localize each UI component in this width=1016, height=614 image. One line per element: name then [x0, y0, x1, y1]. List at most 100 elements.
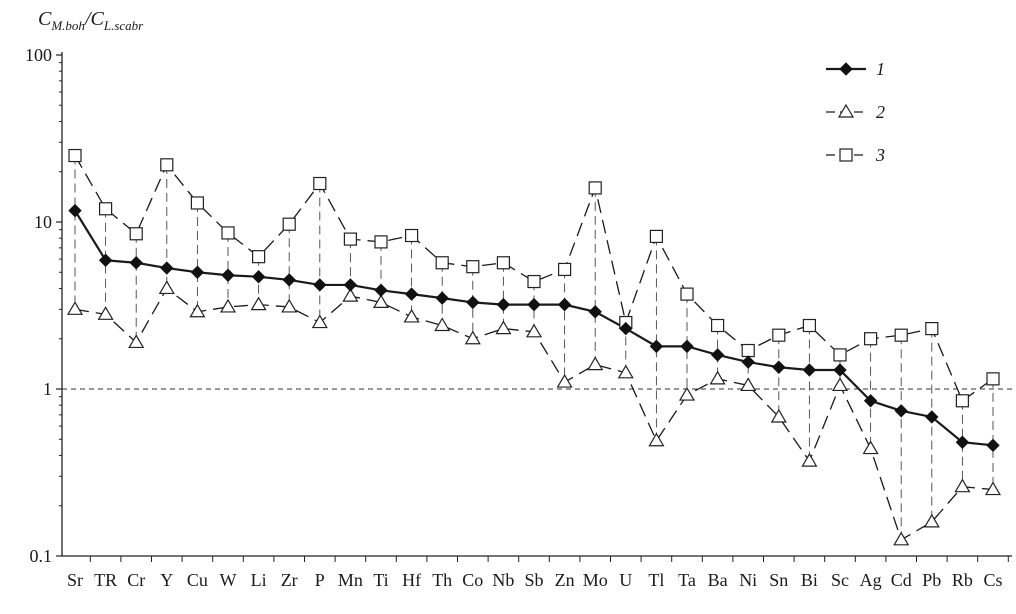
- series-3-point: [925, 321, 939, 336]
- series-1-point: [680, 339, 694, 354]
- series-2-point: [984, 481, 1002, 496]
- series-2-point: [66, 301, 84, 315]
- x-tick-label: Ta: [678, 570, 696, 590]
- series-1-point: [772, 360, 786, 374]
- x-tick-label: Tl: [648, 570, 664, 590]
- y-title-sep: /: [84, 8, 91, 30]
- series-3-point: [282, 217, 296, 231]
- x-tick-label: Nb: [492, 570, 514, 590]
- x-tick-label: Y: [160, 570, 173, 590]
- series-1-point: [588, 305, 602, 319]
- y-title-den-sub: L.scabr: [103, 18, 144, 33]
- legend-label-1: 1: [876, 59, 885, 79]
- x-tick-label: Cr: [127, 570, 145, 590]
- series-3-point: [986, 372, 1000, 386]
- series-1-point: [313, 278, 327, 292]
- series-1-point: [282, 273, 296, 287]
- series-2-point: [587, 356, 604, 371]
- y-tick-label: 10: [34, 212, 52, 232]
- x-tick-label: Ag: [860, 570, 882, 590]
- legend-label-2: 2: [876, 102, 885, 122]
- x-tick-label: Sc: [831, 570, 849, 590]
- x-tick-label: Mo: [583, 570, 608, 590]
- series-1-point: [557, 297, 572, 312]
- series-1-point: [68, 203, 82, 218]
- series-3-point: [649, 229, 664, 243]
- x-tick-label: Li: [251, 570, 267, 590]
- series-2-point: [128, 334, 145, 349]
- series-3-point: [772, 328, 786, 342]
- series-3-point: [98, 202, 113, 216]
- series-1-point: [986, 438, 1000, 453]
- y-axis-title: CM.boh/CL.scabr: [38, 8, 143, 34]
- series-3-point: [435, 256, 449, 270]
- series-1-point: [649, 339, 664, 354]
- series-3-point: [160, 158, 174, 172]
- series-3-point: [527, 274, 541, 289]
- series-2-point: [311, 314, 328, 329]
- series-1-point: [710, 348, 725, 362]
- series-1-point: [802, 363, 817, 377]
- series-3-point: [68, 148, 82, 163]
- series-2-point: [923, 513, 940, 528]
- x-tick-label: Ba: [708, 570, 728, 590]
- y-title-den-base: C: [90, 8, 104, 30]
- series-3-point: [343, 232, 357, 246]
- series-3-point: [863, 332, 878, 346]
- series-2-point: [97, 306, 114, 320]
- x-tick-label: W: [220, 570, 237, 590]
- series-3-point: [129, 227, 143, 241]
- legend-marker-3: [839, 148, 853, 162]
- y-title-num-base: C: [38, 8, 52, 30]
- series-2-point: [801, 452, 818, 467]
- y-tick-label: 0.1: [30, 546, 53, 566]
- x-tick-label: Sn: [769, 570, 788, 590]
- series-2-point: [464, 330, 481, 345]
- series-2-point: [495, 320, 512, 335]
- series-1-point: [925, 410, 939, 424]
- series-3-point: [252, 250, 266, 264]
- series-3-point: [833, 348, 847, 362]
- series-3-point: [374, 235, 388, 249]
- series-3-point: [557, 262, 572, 277]
- series-3-point: [496, 256, 510, 270]
- series-1-point: [619, 321, 633, 336]
- x-tick-label: U: [619, 570, 632, 590]
- series-1-point: [955, 435, 970, 449]
- x-tick-label: Rb: [952, 570, 973, 590]
- series-1-point: [894, 404, 908, 418]
- x-tick-label: Ti: [373, 570, 388, 590]
- series-2-point: [709, 370, 726, 385]
- series-2-point: [648, 432, 665, 447]
- series-3-point: [955, 394, 970, 408]
- series-2-point: [893, 531, 910, 546]
- series-1-point: [343, 278, 358, 292]
- series-3-point: [802, 318, 817, 333]
- y-tick-label: 100: [25, 45, 52, 65]
- series-3-point: [710, 318, 725, 333]
- x-tick-label: Pb: [922, 570, 941, 590]
- x-tick-label: TR: [94, 570, 117, 590]
- series-1-point: [190, 265, 205, 279]
- series-3-point: [680, 287, 694, 301]
- x-tick-label: Sb: [524, 570, 543, 590]
- series-3-point: [466, 260, 480, 274]
- series-2-point: [403, 308, 420, 323]
- series-3-point: [313, 176, 327, 191]
- x-tick-label: Cd: [891, 570, 912, 590]
- series-3-point: [588, 181, 602, 195]
- legend-marker-1: [839, 62, 853, 76]
- series-2-point: [281, 298, 298, 313]
- x-tick-label: Hf: [402, 570, 421, 590]
- x-tick-label: Cu: [187, 570, 208, 590]
- series-1-point: [863, 394, 878, 408]
- series-2-point: [372, 294, 390, 309]
- series-2-point: [189, 303, 206, 318]
- x-tick-label: Zn: [555, 570, 575, 590]
- series-1-point: [741, 355, 755, 369]
- legend-label-3: 3: [875, 145, 885, 165]
- series-1-point: [496, 297, 511, 312]
- series-2-point: [556, 373, 573, 388]
- series-2-point: [740, 377, 757, 392]
